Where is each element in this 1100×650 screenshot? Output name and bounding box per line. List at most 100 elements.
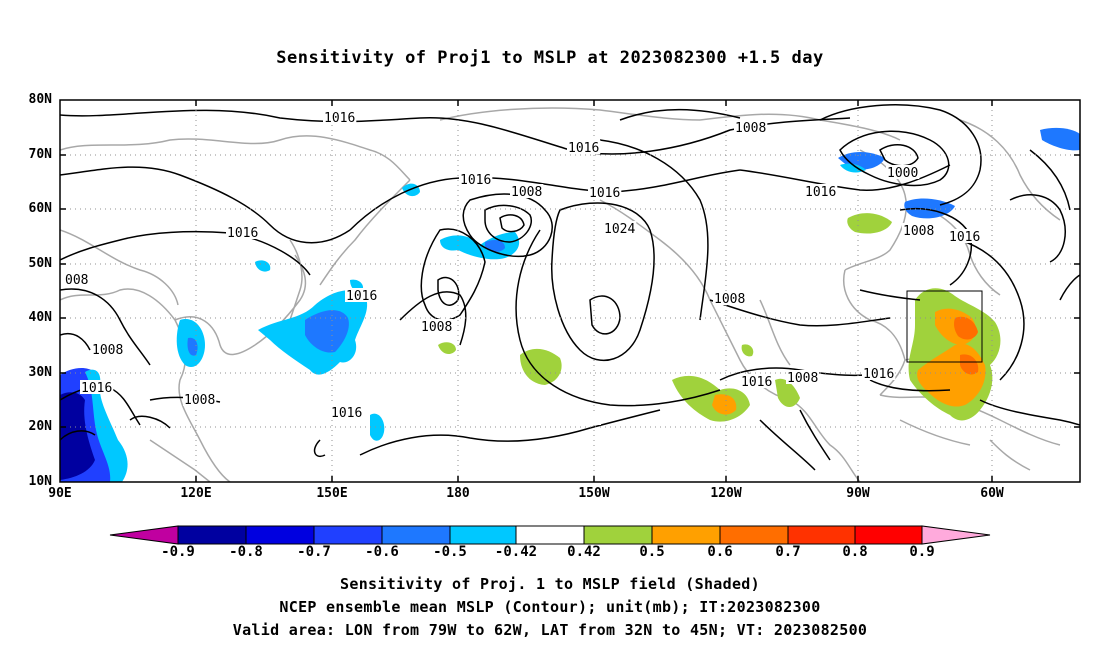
svg-text:1016: 1016	[227, 226, 258, 241]
shade-negative-pacific-small	[370, 413, 385, 441]
lon-label: 60W	[980, 486, 1004, 501]
colorbar-swatch	[787, 525, 856, 545]
map-frame	[59, 99, 1081, 483]
contour-label: 1008	[510, 184, 544, 200]
contour-label: 1016	[862, 366, 896, 382]
colorbar-swatch	[449, 525, 517, 545]
colorbar-label: 0.5	[639, 544, 665, 560]
caption-shaded: Sensitivity of Proj. 1 to MSLP field (Sh…	[340, 575, 760, 593]
contour-label: 1008	[183, 392, 217, 408]
svg-text:1016: 1016	[589, 186, 620, 201]
shade-negative-pacific-west-core	[305, 310, 349, 353]
svg-text:1024: 1024	[604, 222, 635, 237]
contour-label: 1016	[804, 184, 838, 200]
svg-text:1008: 1008	[511, 185, 542, 200]
svg-text:1008: 1008	[735, 121, 766, 136]
svg-text:1008: 1008	[421, 320, 452, 335]
caption-contour: NCEP ensemble mean MSLP (Contour); unit(…	[279, 598, 821, 616]
svg-text:1008: 1008	[903, 224, 934, 239]
svg-text:1016: 1016	[331, 406, 362, 421]
lat-label: 20N	[28, 419, 52, 434]
colorbar-swatch	[515, 525, 585, 545]
svg-text:1016: 1016	[568, 141, 599, 156]
contour-label: 1016	[948, 229, 982, 245]
contour-label: 1008	[91, 342, 125, 358]
contour-label: 1000	[886, 165, 920, 181]
colorbar-label: -0.9	[161, 544, 195, 560]
colorbar	[109, 525, 991, 545]
shade-negative-sea-of-japan-core	[187, 337, 198, 356]
shade-positive-gulf	[775, 378, 800, 407]
svg-text:1008: 1008	[92, 343, 123, 358]
shade-positive-mexico-west-core	[712, 394, 737, 415]
shade-positive-subtropical	[520, 348, 562, 385]
contour-label: 1016	[567, 140, 601, 156]
svg-text:1008: 1008	[184, 393, 215, 408]
shade-negative-aleutian	[440, 232, 520, 260]
lat-label: 50N	[28, 256, 52, 271]
colorbar-swatch	[177, 525, 247, 545]
lon-label: 120E	[180, 486, 212, 501]
shade-negative-core	[60, 392, 95, 480]
svg-text:1016: 1016	[741, 375, 772, 390]
contour-label: 1016	[226, 225, 260, 241]
lon-label: 90W	[846, 486, 870, 501]
shade-positive-midpacific	[438, 342, 456, 355]
colorbar-label: -0.5	[433, 544, 467, 560]
grid-lines	[60, 100, 1080, 482]
lat-label: 10N	[28, 474, 52, 489]
contour-label: 1024	[603, 221, 637, 237]
lat-label: 70N	[28, 147, 52, 162]
svg-text:1016: 1016	[949, 230, 980, 245]
shade-positive-atlantic-core2	[960, 354, 979, 375]
colorbar-swatch	[583, 525, 653, 545]
contour-labels: 1016 1008 1016 1016 1008 1016 1000 1016 …	[64, 110, 982, 425]
lat-label: 60N	[28, 201, 52, 216]
contour-label: 1016	[345, 288, 379, 304]
shade-negative-fringe	[85, 369, 128, 482]
colorbar-swatch	[109, 525, 179, 545]
lat-label: 80N	[28, 92, 52, 107]
shade-positive-mexico-west	[672, 375, 750, 422]
colorbar-swatch	[921, 525, 991, 545]
valid-area-box	[906, 290, 983, 363]
contour-label: 1016	[330, 405, 364, 421]
mslp-contours	[60, 104, 1080, 471]
svg-text:1016: 1016	[346, 289, 377, 304]
svg-text:008: 008	[65, 273, 88, 288]
shade-negative-greenland	[1040, 127, 1080, 151]
lat-label: 30N	[28, 365, 52, 380]
caption-valid-area: Valid area: LON from 79W to 62W, LAT fro…	[232, 621, 868, 639]
colorbar-label: 0.9	[909, 544, 935, 560]
lon-label: 120W	[710, 486, 742, 501]
svg-text:1016: 1016	[81, 381, 112, 396]
svg-text:1000: 1000	[887, 166, 918, 181]
contour-label: 1008	[734, 120, 768, 136]
colorbar-label: 0.7	[775, 544, 801, 560]
contour-label: 1016	[80, 380, 114, 396]
contour-label: 1008	[902, 223, 936, 239]
contour-label: 1016	[740, 374, 774, 390]
lon-label: 180	[446, 486, 470, 501]
contour-label: 1008	[713, 291, 747, 307]
contour-label: 1008	[786, 370, 820, 386]
colorbar-label: 0.42	[567, 544, 601, 560]
contour-label: 1016	[459, 172, 493, 188]
lon-label: 90E	[48, 486, 72, 501]
contour-label	[555, 411, 601, 425]
colorbar-swatch	[719, 525, 789, 545]
contour-label: 1008	[420, 319, 454, 335]
sensitivity-shading	[60, 127, 1080, 482]
shade-negative-aleutian-core	[485, 240, 505, 252]
shade-negative-small-west	[255, 260, 271, 272]
colorbar-swatch	[245, 525, 315, 545]
lat-label: 40N	[28, 310, 52, 325]
shade-positive-small-us	[741, 344, 754, 357]
colorbar-swatch	[651, 525, 721, 545]
contour-label: 1016	[323, 110, 357, 126]
colorbar-label: -0.42	[494, 544, 538, 560]
colorbar-swatch	[313, 525, 383, 545]
svg-text:1016: 1016	[460, 173, 491, 188]
svg-text:1008: 1008	[714, 292, 745, 307]
